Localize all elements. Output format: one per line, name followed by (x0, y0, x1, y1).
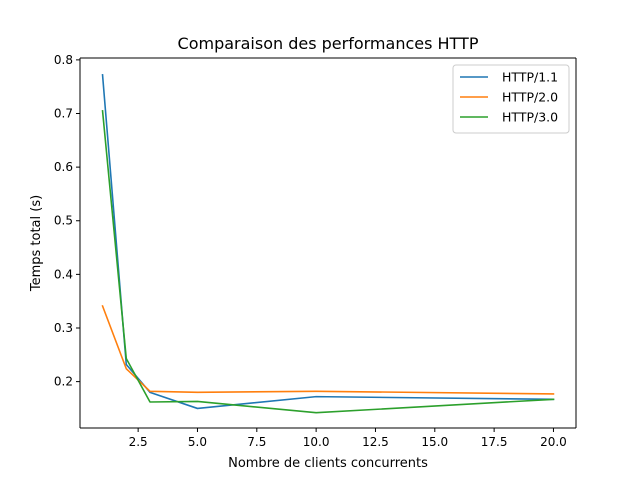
legend-label-http-1-1: HTTP/1.1 (502, 70, 558, 85)
chart-title: Comparaison des performances HTTP (178, 34, 479, 53)
y-axis-ticks: 0.2 0.3 0.4 0.5 0.6 0.7 0.8 (54, 53, 80, 389)
series-layer (101, 74, 555, 414)
x-tick-label: 10.0 (303, 435, 330, 449)
y-tick-label: 0.7 (54, 107, 73, 121)
series-line-http-2-0 (101, 304, 555, 395)
x-axis-label: Nombre de clients concurrents (228, 456, 428, 471)
legend-label-http-2-0: HTTP/2.0 (502, 90, 558, 105)
x-tick-label: 5.0 (188, 435, 207, 449)
x-axis-ticks: 2.5 5.0 7.5 10.0 12.5 15.0 17.5 20.0 (129, 428, 567, 449)
y-tick-label: 0.3 (54, 321, 73, 335)
legend-label-http-3-0: HTTP/3.0 (502, 110, 558, 125)
y-tick-label: 0.8 (54, 53, 73, 67)
x-tick-label: 12.5 (362, 435, 389, 449)
series-line-http-3-0 (101, 109, 555, 414)
y-tick-label: 0.4 (54, 267, 73, 281)
legend-entries: HTTP/1.1 HTTP/2.0 HTTP/3.0 (460, 70, 558, 125)
x-tick-label: 7.5 (247, 435, 266, 449)
y-tick-label: 0.2 (54, 375, 73, 389)
x-tick-label: 17.5 (481, 435, 508, 449)
x-tick-label: 15.0 (421, 435, 448, 449)
x-tick-label: 2.5 (129, 435, 148, 449)
x-tick-label: 20.0 (540, 435, 567, 449)
y-tick-label: 0.5 (54, 214, 73, 228)
y-axis-label: Temps total (s) (29, 195, 44, 292)
legend-box (452, 64, 570, 134)
axes-frame (79, 57, 577, 429)
y-tick-label: 0.6 (54, 160, 73, 174)
legend: HTTP/1.1 HTTP/2.0 HTTP/3.0 (452, 64, 570, 134)
